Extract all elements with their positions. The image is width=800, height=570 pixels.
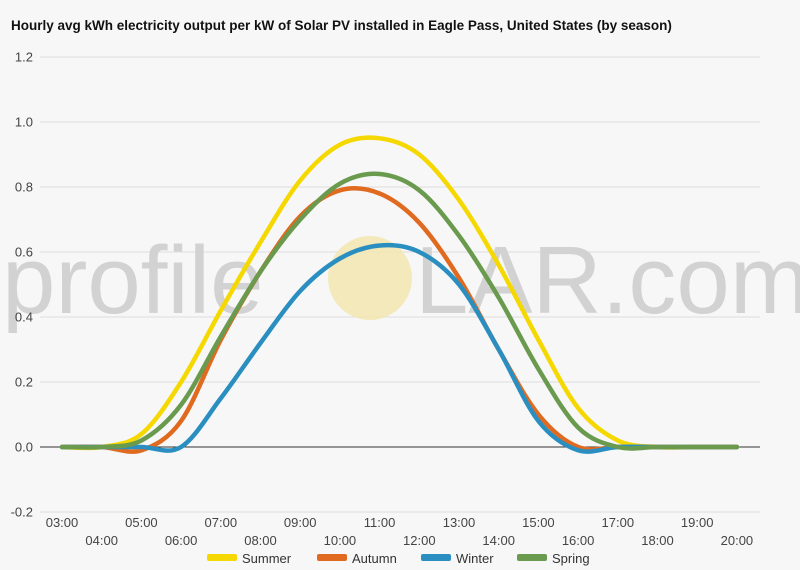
x-tick-label: 11:00	[364, 515, 396, 530]
x-tick-label: 19:00	[681, 515, 714, 530]
x-tick-label: 17:00	[602, 515, 635, 530]
legend-label: Autumn	[352, 551, 397, 566]
x-tick-label: 14:00	[482, 533, 515, 548]
legend: Summer Autumn Winter Spring	[207, 551, 590, 566]
x-tick-label: 10:00	[324, 533, 357, 548]
y-tick-label: 1.2	[15, 50, 33, 65]
legend-label: Winter	[456, 551, 494, 566]
x-tick-label: 06:00	[165, 533, 198, 548]
legend-label: Summer	[242, 551, 292, 566]
x-tick-label: 07:00	[205, 515, 238, 530]
chart-title: Hourly avg kWh electricity output per kW…	[11, 18, 672, 33]
watermark-text-left: profile	[2, 227, 263, 334]
x-tick-label: 04:00	[85, 533, 118, 548]
watermark: profile LAR.com	[2, 227, 800, 334]
y-axis-ticks: 1.2 1.0 0.8 0.6 0.4 0.2 0.0 -0.2	[11, 50, 33, 520]
x-tick-label: 05:00	[125, 515, 158, 530]
y-tick-label: 0.8	[15, 180, 33, 195]
y-tick-label: 0.0	[15, 440, 33, 455]
y-tick-label: 0.2	[15, 375, 33, 390]
x-axis-ticks: 03:00 04:00 05:00 06:00 07:00 08:00 09:00 10:00…	[46, 515, 753, 548]
series-lines	[59, 135, 740, 454]
y-tick-label: 1.0	[15, 115, 33, 130]
x-tick-label: 20:00	[721, 533, 754, 548]
y-tick-label: 0.4	[15, 310, 33, 325]
y-tick-label: -0.2	[11, 505, 33, 520]
legend-swatch-spring	[517, 554, 547, 561]
x-tick-label: 03:00	[46, 515, 79, 530]
legend-label: Spring	[552, 551, 590, 566]
x-tick-label: 08:00	[244, 533, 277, 548]
legend-swatch-summer	[207, 554, 237, 561]
legend-swatch-winter	[421, 554, 451, 561]
series-line-spring	[59, 171, 740, 451]
watermark-sun-icon	[328, 236, 412, 320]
legend-swatch-autumn	[317, 554, 347, 561]
x-tick-label: 18:00	[641, 533, 674, 548]
x-tick-label: 13:00	[443, 515, 476, 530]
watermark-text-right: LAR.com	[415, 227, 800, 334]
x-tick-label: 15:00	[522, 515, 555, 530]
x-tick-label: 16:00	[562, 533, 595, 548]
y-tick-label: 0.6	[15, 245, 33, 260]
x-tick-label: 12:00	[403, 533, 436, 548]
series-line-summer	[59, 135, 740, 451]
x-tick-label: 09:00	[284, 515, 317, 530]
